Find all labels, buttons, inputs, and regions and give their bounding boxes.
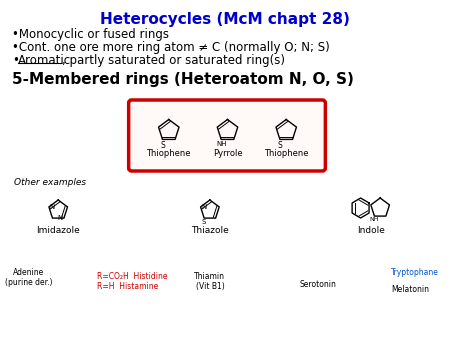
Text: R=CO₂H  Histidine
R=H  Histamine: R=CO₂H Histidine R=H Histamine: [97, 272, 168, 291]
Text: N: N: [202, 204, 207, 210]
Text: N: N: [58, 215, 63, 221]
Text: Thiophene: Thiophene: [147, 148, 191, 158]
Text: Thiamin
(Vit B1): Thiamin (Vit B1): [194, 272, 225, 291]
Text: Melatonin: Melatonin: [391, 285, 429, 294]
Text: NH: NH: [216, 141, 226, 147]
Text: Adenine
(purine der.): Adenine (purine der.): [5, 268, 53, 287]
Text: Tryptophane: Tryptophane: [391, 268, 439, 277]
Text: S: S: [160, 141, 165, 150]
Text: Other examples: Other examples: [14, 178, 86, 187]
Text: Heterocycles (McM chapt 28): Heterocycles (McM chapt 28): [99, 12, 350, 27]
Text: Pyrrole: Pyrrole: [213, 148, 242, 158]
Text: Thiophene: Thiophene: [264, 148, 308, 158]
Text: NH: NH: [369, 217, 379, 222]
Text: Serotonin: Serotonin: [299, 280, 336, 289]
Text: S: S: [202, 219, 206, 225]
Text: •Cont. one ore more ring atom ≠ C (normally O; N; S): •Cont. one ore more ring atom ≠ C (norma…: [12, 41, 330, 54]
Text: N: N: [50, 204, 55, 210]
Text: Indole: Indole: [357, 226, 385, 235]
Text: , partly saturated or saturated ring(s): , partly saturated or saturated ring(s): [62, 54, 285, 67]
Text: •Monocyclic or fused rings: •Monocyclic or fused rings: [12, 28, 169, 41]
Text: 5-Membered rings (Heteroatom N, O, S): 5-Membered rings (Heteroatom N, O, S): [12, 72, 354, 87]
Text: Imidazole: Imidazole: [36, 226, 80, 235]
Text: Aromatic: Aromatic: [18, 54, 71, 67]
FancyBboxPatch shape: [129, 100, 325, 171]
Text: •: •: [12, 54, 19, 67]
Text: S: S: [278, 141, 282, 150]
Text: Thiazole: Thiazole: [191, 226, 229, 235]
